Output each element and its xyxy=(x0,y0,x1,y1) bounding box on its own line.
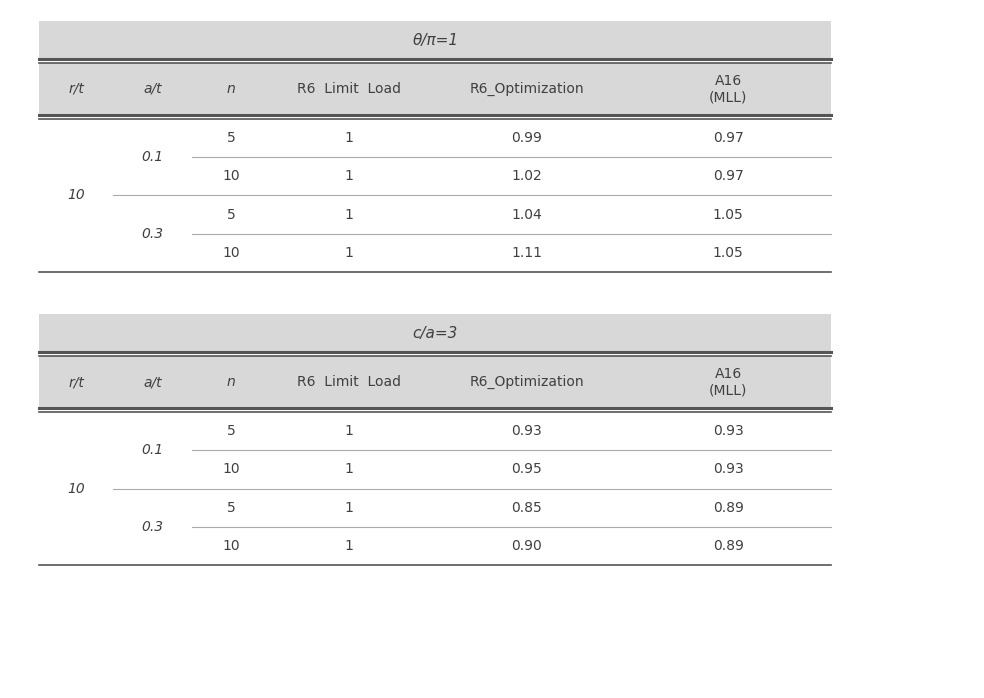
Text: 1: 1 xyxy=(344,500,354,515)
Text: 0.97: 0.97 xyxy=(712,169,744,184)
Text: 10: 10 xyxy=(67,188,86,202)
Text: n: n xyxy=(227,82,235,96)
Text: A16
(MLL): A16 (MLL) xyxy=(709,74,747,104)
Text: 1: 1 xyxy=(344,207,354,222)
Text: 1.02: 1.02 xyxy=(511,169,542,184)
Text: 5: 5 xyxy=(227,131,235,145)
Text: 1: 1 xyxy=(344,462,354,477)
Text: 10: 10 xyxy=(222,246,240,260)
Text: 0.1: 0.1 xyxy=(142,443,163,457)
Text: 0.3: 0.3 xyxy=(142,227,163,241)
Text: r/t: r/t xyxy=(68,375,85,389)
Text: 10: 10 xyxy=(67,482,86,496)
Text: 0.93: 0.93 xyxy=(712,462,744,477)
Text: c/a=3: c/a=3 xyxy=(412,326,459,341)
Text: 1: 1 xyxy=(344,131,354,145)
Bar xyxy=(39,356,831,408)
Text: 10: 10 xyxy=(222,169,240,184)
Text: a/t: a/t xyxy=(144,375,161,389)
Bar xyxy=(39,63,831,115)
Text: R6  Limit  Load: R6 Limit Load xyxy=(297,82,401,96)
Text: 0.3: 0.3 xyxy=(142,520,163,534)
Text: 0.99: 0.99 xyxy=(511,131,542,145)
Text: 0.1: 0.1 xyxy=(142,150,163,164)
Text: a/t: a/t xyxy=(144,82,161,96)
Text: R6_Optimization: R6_Optimization xyxy=(469,375,584,389)
Text: r/t: r/t xyxy=(68,82,85,96)
Text: θ/π=1: θ/π=1 xyxy=(412,33,459,47)
Text: 1.05: 1.05 xyxy=(712,246,744,260)
Text: 0.97: 0.97 xyxy=(712,131,744,145)
Text: 1.11: 1.11 xyxy=(511,246,542,260)
Bar xyxy=(39,314,831,352)
Bar xyxy=(39,412,831,565)
Text: R6_Optimization: R6_Optimization xyxy=(469,82,584,96)
Text: 5: 5 xyxy=(227,424,235,438)
Text: 0.93: 0.93 xyxy=(511,424,542,438)
Bar xyxy=(39,119,831,272)
Text: 0.85: 0.85 xyxy=(511,500,542,515)
Text: 10: 10 xyxy=(222,539,240,554)
Text: n: n xyxy=(227,375,235,389)
Text: 1: 1 xyxy=(344,539,354,554)
Text: 1: 1 xyxy=(344,246,354,260)
Text: 5: 5 xyxy=(227,500,235,515)
Text: 0.93: 0.93 xyxy=(712,424,744,438)
Text: 0.89: 0.89 xyxy=(712,500,744,515)
Text: 1.05: 1.05 xyxy=(712,207,744,222)
Text: 0.89: 0.89 xyxy=(712,539,744,554)
Text: A16
(MLL): A16 (MLL) xyxy=(709,367,747,397)
Text: 5: 5 xyxy=(227,207,235,222)
Text: 10: 10 xyxy=(222,462,240,477)
Text: 0.95: 0.95 xyxy=(511,462,542,477)
Text: R6  Limit  Load: R6 Limit Load xyxy=(297,375,401,389)
Text: 1: 1 xyxy=(344,169,354,184)
Text: 1.04: 1.04 xyxy=(511,207,542,222)
Text: 0.90: 0.90 xyxy=(511,539,542,554)
Bar xyxy=(39,21,831,59)
Text: 1: 1 xyxy=(344,424,354,438)
